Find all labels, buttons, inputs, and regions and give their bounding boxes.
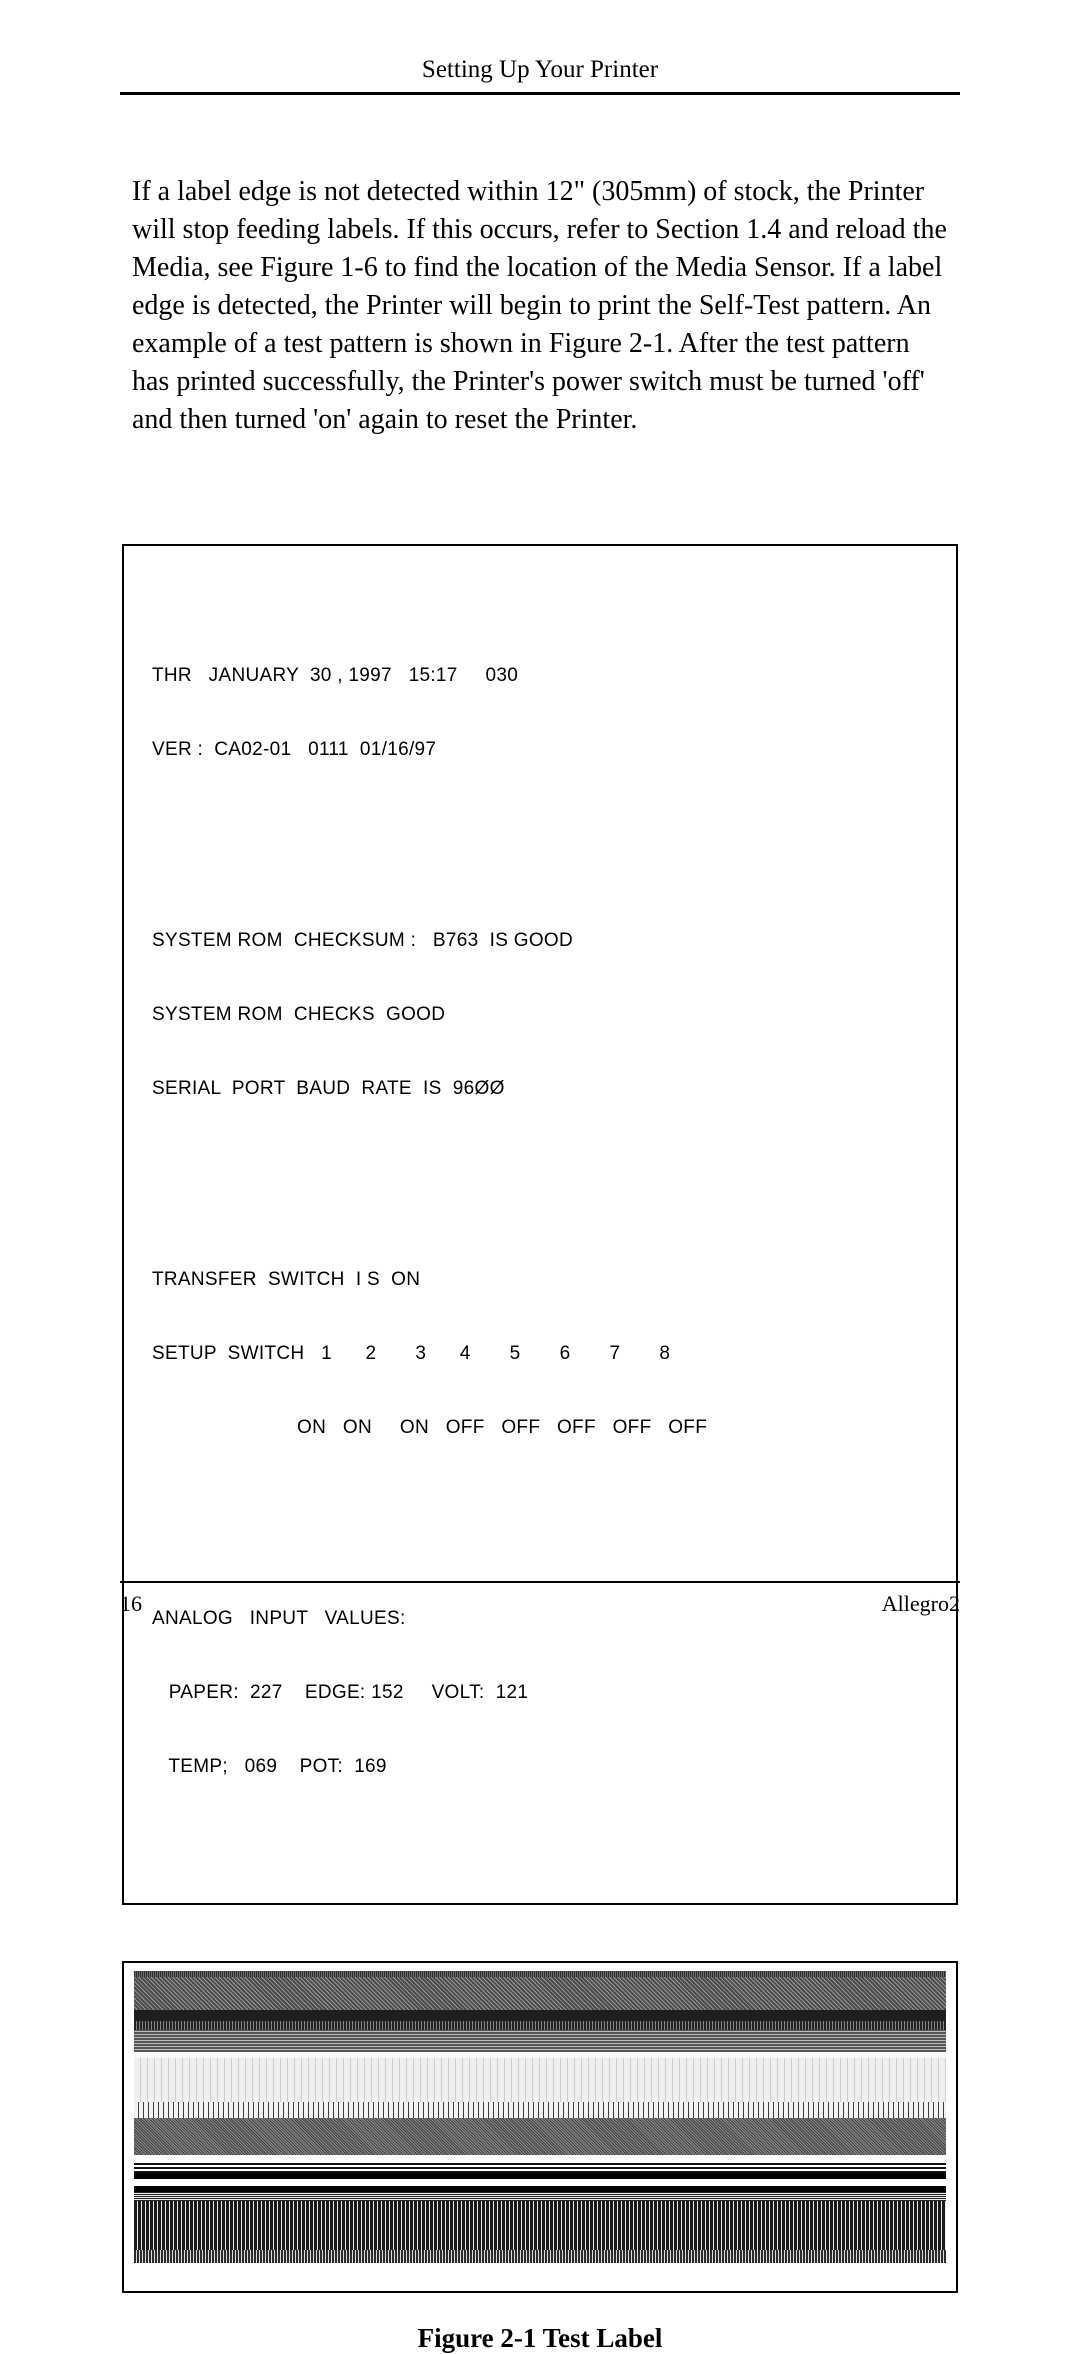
doc-name: Allegro2	[882, 1591, 960, 1617]
header-rule	[120, 92, 960, 95]
printout-line: THR JANUARY 30 , 1997 15:17 030	[152, 664, 928, 689]
printout-line: ON ON ON OFF OFF OFF OFF OFF	[152, 1416, 928, 1441]
printout-line: SETUP SWITCH 1 2 3 4 5 6 7 8	[152, 1342, 928, 1367]
page-header-title: Setting Up Your Printer	[120, 56, 960, 84]
printout-line: TEMP; 069 POT: 169	[152, 1755, 928, 1780]
pattern-stripe	[134, 2179, 946, 2186]
footer-rule	[120, 1581, 960, 1583]
printout-line: SYSTEM ROM CHECKS GOOD	[152, 1003, 928, 1028]
page-footer: 16 Allegro2	[120, 1581, 960, 1617]
pattern-stripe	[134, 2102, 946, 2117]
test-pattern-box	[122, 1961, 958, 2293]
printout-line: VER : CA02-01 0111 01/16/97	[152, 738, 928, 763]
body-paragraph: If a label edge is not detected within 1…	[120, 173, 960, 440]
pattern-stripe	[134, 2030, 946, 2052]
pattern-stripe	[134, 2250, 946, 2263]
figure-caption: Figure 2-1 Test Label	[120, 2323, 960, 2354]
pattern-stripe	[134, 2058, 946, 2102]
pattern-stripe	[134, 2021, 946, 2030]
pattern-stripe	[134, 2162, 946, 2173]
pattern-stripe	[134, 2201, 946, 2249]
printout-line: TRANSFER SWITCH I S ON	[152, 1268, 928, 1293]
pattern-stripe	[134, 2118, 946, 2155]
printout-line: SYSTEM ROM CHECKSUM : B763 IS GOOD	[152, 929, 928, 954]
self-test-printout: THR JANUARY 30 , 1997 15:17 030 VER : CA…	[122, 544, 958, 1905]
pattern-stripe	[134, 1971, 946, 1978]
pattern-stripe	[134, 2155, 946, 2162]
pattern-stripe	[134, 2186, 946, 2193]
page-number: 16	[120, 1591, 142, 1617]
printout-line: PAPER: 227 EDGE: 152 VOLT: 121	[152, 1681, 928, 1706]
test-pattern	[134, 1971, 946, 2263]
pattern-stripe	[134, 2173, 946, 2180]
document-page: Setting Up Your Printer If a label edge …	[0, 0, 1080, 1669]
pattern-stripe	[134, 2052, 946, 2059]
pattern-stripe	[134, 2192, 946, 2201]
pattern-stripe	[134, 2010, 946, 2021]
printout-line: SERIAL PORT BAUD RATE IS 96ØØ	[152, 1077, 928, 1102]
pattern-stripe	[134, 1977, 946, 2010]
